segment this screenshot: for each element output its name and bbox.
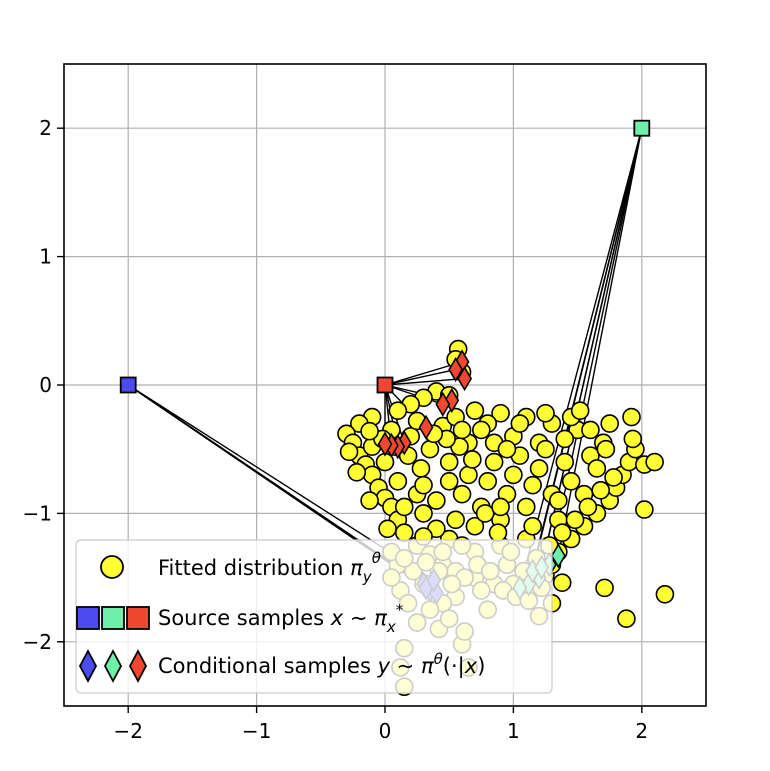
fitted-point (411, 459, 431, 478)
fitted-point (339, 442, 359, 462)
fitted-point (446, 510, 465, 530)
legend-label-conditional: Conditional samples y ∼ πθ(·|x) (158, 650, 485, 679)
conditional-sample (457, 366, 473, 392)
fitted-point (617, 609, 636, 628)
fitted-point (555, 452, 575, 472)
y-tick-label: 1 (39, 245, 52, 269)
fitted-point (510, 414, 530, 433)
fitted-point (414, 504, 433, 523)
conditional-sample (550, 543, 566, 569)
fitted-point (596, 439, 616, 459)
conditional-sample (377, 431, 393, 457)
fitted-point (465, 516, 485, 536)
fitted-point (360, 421, 379, 441)
y-tick-label: −1 (23, 501, 52, 525)
transport-line (519, 128, 643, 589)
x-tick-label: 0 (379, 719, 392, 743)
fitted-point (388, 471, 408, 491)
fitted-point (523, 516, 542, 536)
fitted-point (549, 491, 568, 510)
x-tick-label: −1 (242, 719, 271, 743)
x-tick-label: 1 (507, 719, 520, 743)
legend: Fitted distribution πyθ Source samples x… (75, 539, 553, 694)
fitted-point (388, 401, 408, 420)
fitted-point (635, 500, 654, 519)
legend-square-green (101, 606, 125, 630)
fitted-point (392, 708, 409, 725)
fitted-point (645, 452, 664, 472)
fitted-point (360, 491, 379, 510)
legend-diamond-green (103, 649, 123, 683)
fitted-point (600, 414, 620, 433)
y-tick-label: −2 (23, 630, 52, 654)
legend-box (75, 539, 553, 694)
transport-line (384, 377, 465, 386)
fitted-point (552, 573, 572, 593)
fitted-point (565, 510, 585, 530)
fitted-point (439, 471, 459, 491)
fitted-point (427, 491, 446, 510)
fitted-point (504, 465, 523, 485)
fitted-point (452, 484, 472, 504)
fitted-point (581, 420, 600, 440)
conditional-sample (418, 414, 434, 440)
fitted-point (561, 471, 581, 491)
fitted-point (378, 519, 397, 539)
fitted-point (420, 439, 440, 459)
fitted-point (491, 497, 510, 517)
conditional-sample (435, 391, 451, 417)
fitted-point (478, 471, 498, 491)
fitted-point (463, 450, 482, 469)
x-tick-label: −2 (113, 719, 142, 743)
fitted-point (394, 497, 414, 517)
transport-line (384, 384, 444, 405)
fitted-point (655, 584, 675, 604)
fitted-point (347, 463, 367, 482)
fitted-point (488, 523, 508, 542)
fitted-point (555, 429, 575, 449)
fitted-point (497, 439, 517, 459)
fitted-point (439, 452, 459, 472)
legend-circle-marker (100, 555, 124, 579)
fitted-point (623, 429, 643, 449)
fitted-point (452, 420, 472, 440)
fitted-point (570, 401, 590, 420)
legend-square-blue (76, 606, 100, 630)
transport-line (548, 128, 643, 565)
fitted-point (622, 407, 641, 427)
legend-diamond-red (128, 649, 148, 683)
fitted-point (484, 452, 504, 472)
source-sample (633, 119, 651, 137)
fitted-point (394, 523, 414, 542)
conditional-sample (448, 357, 464, 383)
fitted-point (587, 459, 607, 478)
fitted-point (529, 459, 549, 478)
transport-line (384, 368, 456, 386)
source-sample (119, 376, 137, 394)
legend-label-fitted: Fitted distribution πyθ (158, 549, 381, 586)
fitted-point (475, 504, 495, 523)
fitted-point (536, 403, 555, 423)
fitted-point (523, 475, 542, 495)
fitted-point (465, 401, 485, 420)
x-tick-label: 2 (635, 719, 648, 743)
y-tick-label: 2 (39, 116, 52, 140)
fitted-point (516, 497, 536, 517)
fitted-point (591, 480, 611, 500)
fitted-point (491, 403, 510, 423)
axis-ticks: −2 −1 0 1 2 −2 −1 0 1 2 (23, 116, 649, 743)
fitted-point (552, 523, 572, 542)
fitted-point (536, 439, 555, 459)
fitted-point (595, 578, 614, 598)
source-sample (376, 376, 394, 394)
fitted-point (459, 465, 478, 485)
legend-diamond-blue (78, 649, 98, 683)
fitted-point (471, 420, 491, 440)
fitted-point (578, 497, 598, 517)
y-tick-label: 0 (39, 373, 52, 397)
fitted-point (604, 468, 623, 487)
fitted-point (414, 475, 433, 495)
legend-square-red (126, 606, 150, 630)
